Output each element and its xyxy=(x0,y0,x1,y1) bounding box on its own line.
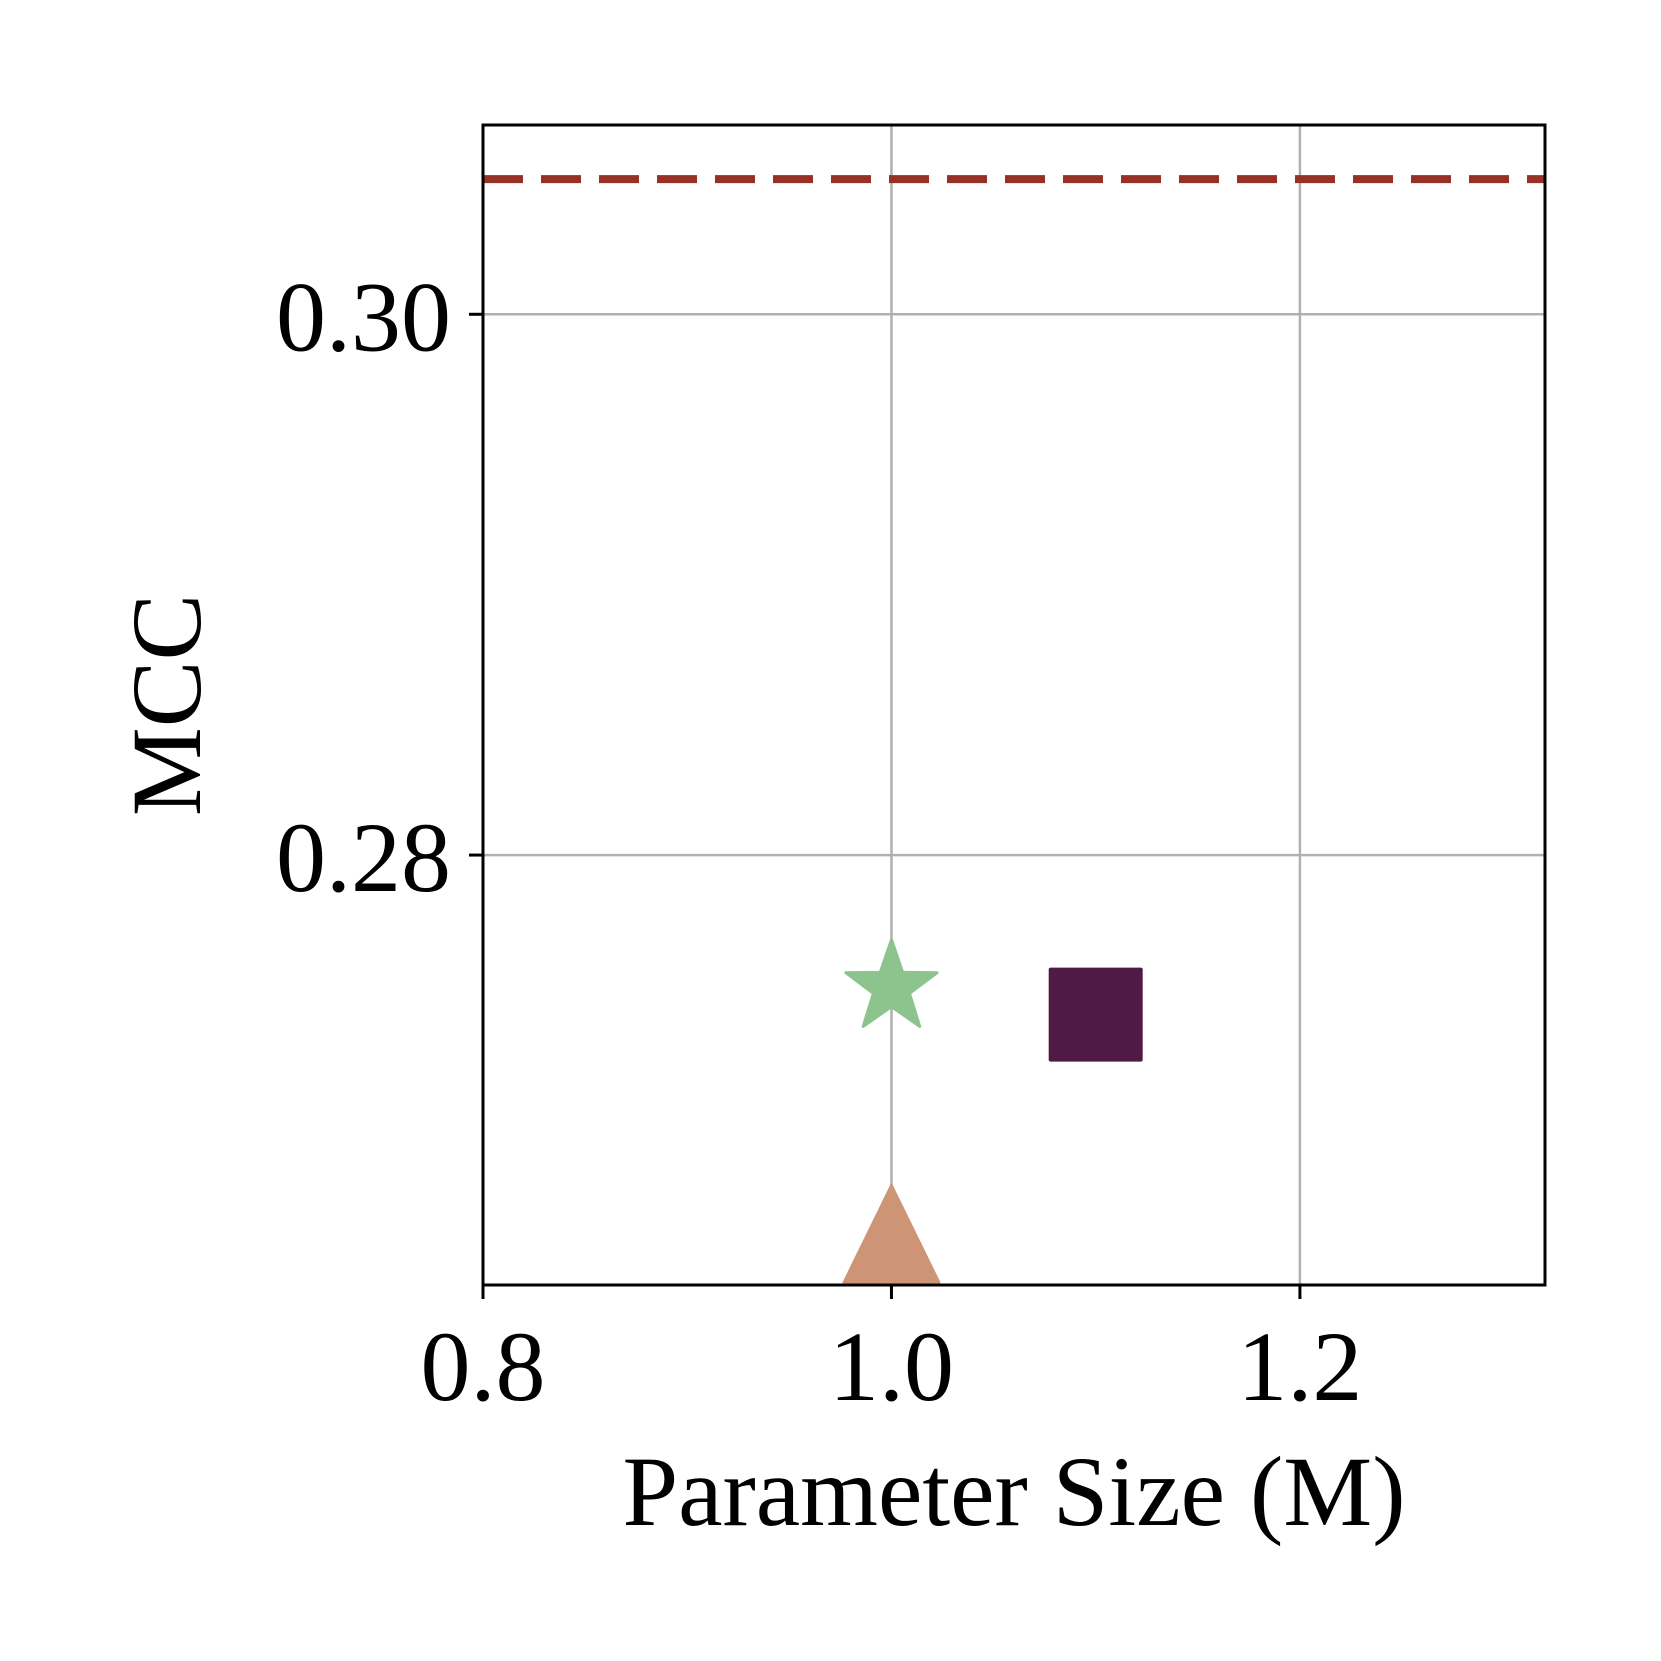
x-tick-label: 1.2 xyxy=(1237,1311,1362,1422)
data-markers xyxy=(842,938,1143,1284)
x-tick-label: 0.8 xyxy=(421,1311,546,1422)
square-marker xyxy=(1048,967,1143,1062)
axis-ticks: 0.8 1.0 1.2 0.28 0.30 xyxy=(276,261,1362,1422)
y-tick-label: 0.28 xyxy=(276,802,451,913)
x-axis-title: Parameter Size (M) xyxy=(622,1436,1405,1547)
triangle-marker xyxy=(842,1183,941,1284)
plot-frame xyxy=(481,123,1547,1287)
y-tick-label: 0.30 xyxy=(276,261,451,372)
y-axis-title: MCC xyxy=(111,594,222,816)
x-tick-label: 1.0 xyxy=(829,1311,954,1422)
grid-lines xyxy=(481,125,1545,1285)
star-marker xyxy=(844,938,939,1028)
